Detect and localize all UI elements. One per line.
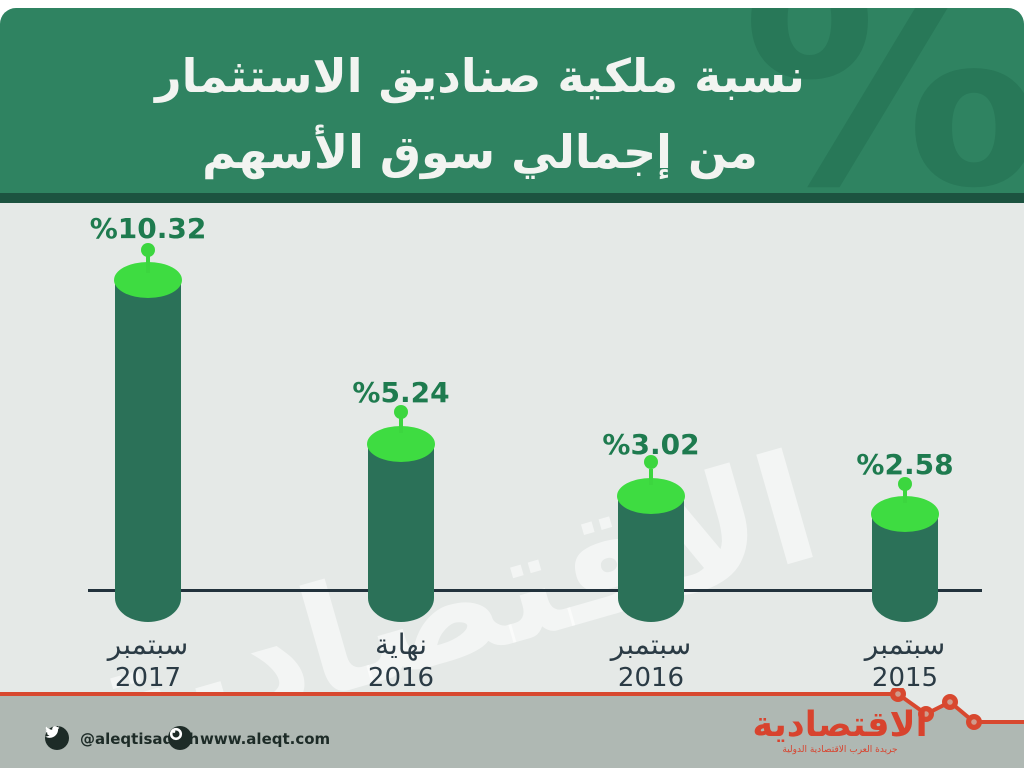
page-title: نسبة ملكية صناديق الاستثمار من إجمالي سو… <box>60 38 900 190</box>
title-line-2: من إجمالي سوق الأسهم <box>202 125 758 179</box>
percent-watermark: % <box>741 8 1024 193</box>
value-pin-stem <box>399 417 403 433</box>
bar-value-label: %3.02 <box>602 428 700 461</box>
logo-tagline: جريدة العرب الاقتصادية الدولية <box>782 745 898 755</box>
x-label-period: نهاية <box>374 628 428 661</box>
x-axis-label: سبتمبر 2016 <box>556 628 746 694</box>
value-pin-dot <box>394 405 408 419</box>
publisher-logo: الاقتصادية جريدة العرب الاقتصادية الدولي… <box>752 706 928 755</box>
x-axis-label: نهاية 2016 <box>306 628 496 694</box>
x-label-period: سبتمبر <box>864 628 946 661</box>
value-pin-dot <box>644 455 658 469</box>
red-trend-nodes <box>890 688 982 730</box>
logo-wordmark: الاقتصادية <box>752 705 928 745</box>
x-label-year: 2016 <box>617 663 685 693</box>
bar-cylinder <box>872 514 938 622</box>
value-pin-stem <box>146 255 150 273</box>
value-pin-stem <box>903 489 907 503</box>
value-pin-stem <box>649 469 653 485</box>
title-line-1: نسبة ملكية صناديق الاستثمار <box>155 49 805 103</box>
twitter-bird-icon <box>45 726 60 738</box>
x-axis-label: سبتمبر 2015 <box>810 628 1000 694</box>
twitter-icon <box>45 726 69 750</box>
bar-value-label: %2.58 <box>856 448 954 481</box>
website-globe-icon <box>168 726 192 750</box>
value-pin-dot <box>141 243 155 257</box>
red-trend-line <box>0 692 1024 724</box>
x-label-period: سبتمبر <box>610 628 692 661</box>
bar-cylinder <box>115 280 181 622</box>
x-axis-label: سبتمبر 2017 <box>53 628 243 694</box>
globe-icon <box>169 727 183 741</box>
x-label-year: 2015 <box>871 663 939 693</box>
x-axis-line <box>88 589 982 592</box>
website-url[interactable]: www.aleqt.com <box>200 730 331 748</box>
bar-value-label: %5.24 <box>352 376 450 409</box>
header-banner: % نسبة ملكية صناديق الاستثمار من إجمالي … <box>0 8 1024 193</box>
footer-bar: @aleqtisadiah www.aleqt.com الاقتصادية ج… <box>0 688 1024 768</box>
x-label-period: سبتمبر <box>107 628 189 661</box>
x-label-year: 2016 <box>367 663 435 693</box>
footer-gray-area <box>0 694 1024 768</box>
bar-value-label: %10.32 <box>89 212 207 245</box>
bar-cylinder <box>618 496 684 622</box>
x-label-year: 2017 <box>114 663 182 693</box>
footer-background-graphic <box>0 688 1024 768</box>
value-pin-dot <box>898 477 912 491</box>
header-underline <box>0 193 1024 203</box>
bar-cylinder <box>368 444 434 622</box>
